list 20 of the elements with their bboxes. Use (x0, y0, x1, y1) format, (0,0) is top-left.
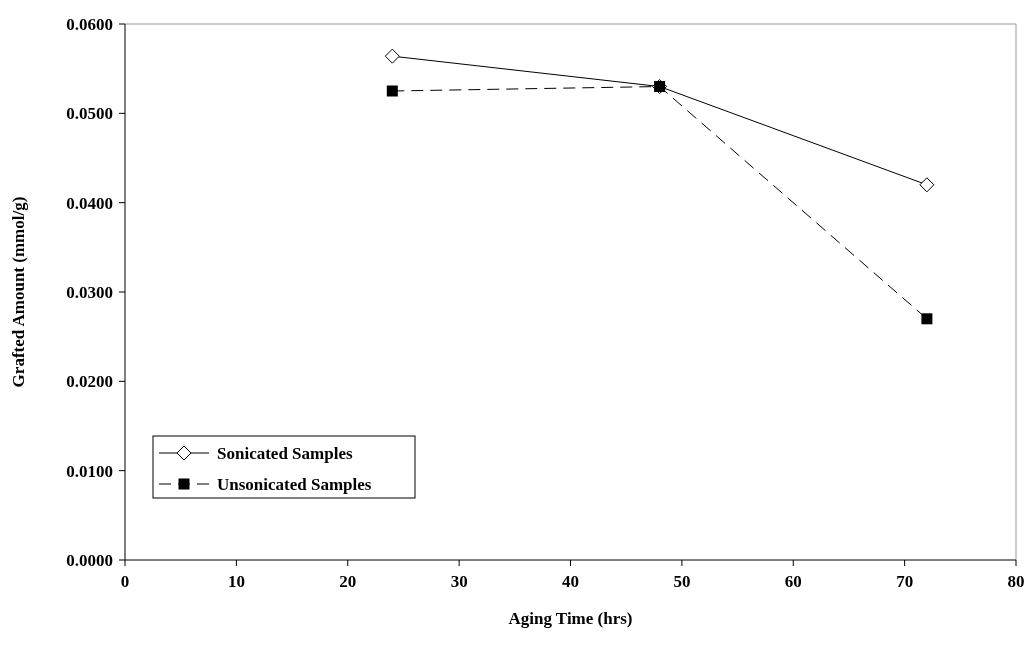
x-tick-label: 0 (120, 572, 130, 591)
x-tick-label: 30 (450, 572, 468, 591)
y-tick-label: 0.0500 (66, 104, 113, 124)
y-tick-label: 0.0200 (66, 372, 113, 392)
y-tick-label: 0.0400 (66, 193, 113, 213)
y-tick-label: 0.0300 (66, 282, 113, 302)
legend-label: Sonicated Samples (217, 443, 353, 463)
x-tick-label: 20 (339, 572, 357, 591)
y-tick-label: 0.0100 (66, 461, 113, 481)
x-tick-label: 50 (673, 572, 691, 591)
x-axis-title: Aging Time (hrs) (508, 609, 633, 628)
x-tick-label: 80 (1007, 572, 1025, 591)
y-tick-label: 0.0600 (66, 14, 113, 34)
x-tick-label: 60 (784, 572, 802, 591)
x-tick-label: 40 (562, 572, 579, 591)
legend-label: Unsonicated Samples (217, 474, 372, 494)
y-axis-title: Grafted Amount (mmol/g) (9, 196, 28, 388)
x-tick-label: 10 (227, 572, 245, 591)
x-tick-label: 70 (896, 572, 914, 591)
y-tick-label: 0.0000 (66, 550, 113, 570)
